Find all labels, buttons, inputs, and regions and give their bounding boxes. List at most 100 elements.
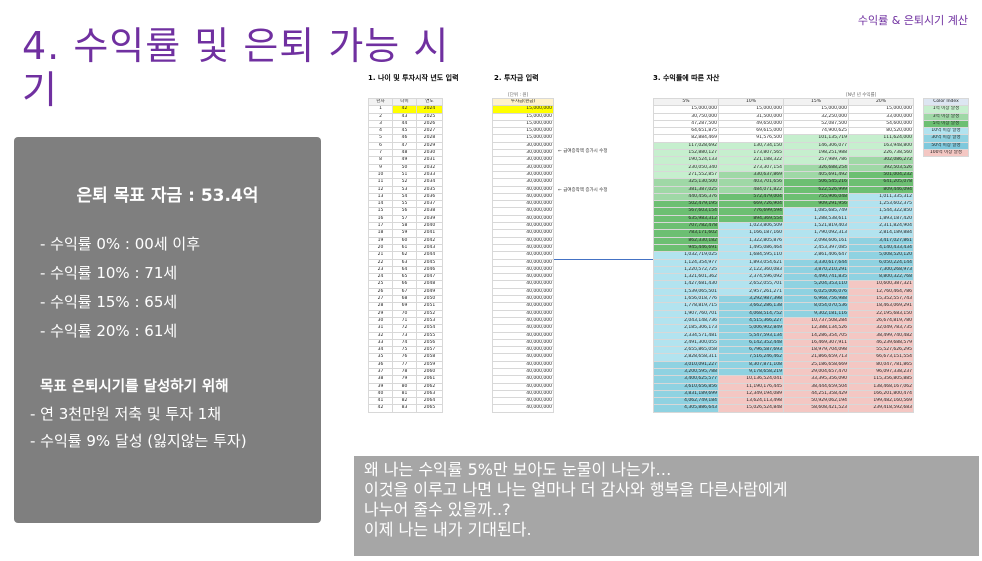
asset-cell: 152,880,127 bbox=[653, 149, 719, 158]
asset-cell: 47,287,500 bbox=[653, 119, 719, 129]
column-header: 투자금(원금) bbox=[492, 97, 554, 107]
asset-cell: 1,907,760,701 bbox=[653, 309, 719, 318]
table-cell: 2051 bbox=[416, 302, 443, 311]
table-row: 30,000,000 bbox=[492, 141, 554, 151]
table-cell: 16 bbox=[368, 214, 393, 224]
asset-cell: 501,004,232 bbox=[848, 170, 914, 180]
asset-cell: 173,807,565 bbox=[718, 149, 784, 158]
legend-title: Color Index bbox=[923, 97, 969, 107]
table-row: 40,000,000 bbox=[492, 214, 554, 224]
table-cell: 2029 bbox=[416, 141, 443, 151]
table-row: 40,000,000 bbox=[492, 360, 554, 370]
spreadsheet-screenshot: 1. 나이 및 투자시작 년도 입력 2. 투자금 입력 3. 수익률에 따른 … bbox=[368, 70, 970, 456]
table-row: 31 72 2054 bbox=[368, 324, 443, 333]
table-row: 40,000,000 bbox=[492, 258, 554, 267]
asset-cell: 2,043,148,736 bbox=[653, 316, 719, 326]
table-cell: 2034 bbox=[416, 178, 443, 187]
table-row: 42 83 2065 bbox=[368, 404, 443, 413]
table-cell: 15 bbox=[368, 207, 393, 216]
asset-cell: 1,656,018,776 bbox=[653, 294, 719, 304]
table-row: 40,000,000 bbox=[492, 367, 554, 377]
table-cell: 61 bbox=[392, 243, 417, 253]
asset-cell: 91,576,500 bbox=[718, 134, 784, 143]
table-row: 19 60 2042 bbox=[368, 236, 443, 245]
asset-cell: 8,307,871,108 bbox=[718, 360, 784, 370]
table-cell: 62 bbox=[392, 251, 417, 260]
table-row: 30,000,000 bbox=[492, 149, 554, 158]
asset-cell: 894,369,554 bbox=[718, 214, 784, 224]
principal-cell: 40,000,000 bbox=[492, 324, 554, 333]
table-cell: 2053 bbox=[416, 316, 443, 326]
principal-cell: 40,000,000 bbox=[492, 243, 554, 253]
asset-cell: 10,600,387,321 bbox=[848, 280, 914, 289]
rate-item: - 수익률 15% : 65세 bbox=[40, 293, 178, 311]
table-cell: 19 bbox=[368, 236, 393, 245]
principal-cell: 40,000,000 bbox=[492, 185, 554, 194]
table-row: 3,200,595,788 9,178,658,219 29,004,657,470… bbox=[653, 367, 914, 377]
asset-cell: 3,662,286,138 bbox=[718, 302, 784, 311]
table-row: 40,000,000 bbox=[492, 243, 554, 253]
table-cell: 48 bbox=[392, 149, 417, 158]
asset-cell: 271,552,857 bbox=[653, 170, 719, 180]
table-row: 40,000,000 bbox=[492, 389, 554, 399]
table-cell: 41 bbox=[368, 397, 393, 406]
asset-cell: 2,861,406,647 bbox=[783, 251, 849, 260]
table-row: 40,000,000 bbox=[492, 324, 554, 333]
table-row: 1,778,819,715 3,662,286,138 8,054,070,536 1… bbox=[653, 302, 914, 311]
asset-cell: 15,000,000 bbox=[783, 105, 849, 114]
table-row: 40,000,000 bbox=[492, 185, 554, 194]
asset-cell: 198,251,988 bbox=[783, 149, 849, 158]
asset-cell: 405,691,492 bbox=[783, 170, 849, 180]
asset-cell: 3,870,210,291 bbox=[783, 265, 849, 275]
table-row: 15 56 2038 bbox=[368, 207, 443, 216]
table-row: 2,185,306,173 5,006,902,849 12,388,134,526… bbox=[653, 324, 914, 333]
table-row: 40,000,000 bbox=[492, 192, 554, 202]
table-cell: 2048 bbox=[416, 280, 443, 289]
asset-cell: 1,544,322,850 bbox=[848, 207, 914, 216]
table-row: 30,000,000 bbox=[492, 178, 554, 187]
asset-cell: 302,086,272 bbox=[848, 156, 914, 165]
asset-cell: 273,307,154 bbox=[718, 163, 784, 172]
table-cell: 51 bbox=[392, 170, 417, 180]
asset-cell: 18,463,069,291 bbox=[848, 302, 914, 311]
asset-cell: 22,195,683,150 bbox=[848, 309, 914, 318]
color-index-legend: Color Index 1억 이상 달성 3억 이상 달성 5억 이상 달성 10억 … bbox=[923, 97, 969, 158]
table-cell: 2059 bbox=[416, 360, 443, 370]
principal-cell: 40,000,000 bbox=[492, 207, 554, 216]
asset-cell: 3,330,617,644 bbox=[783, 258, 849, 267]
principal-cell: 40,000,000 bbox=[492, 265, 554, 275]
table-cell: 7 bbox=[368, 149, 393, 158]
principal-cell: 40,000,000 bbox=[492, 360, 554, 370]
table-row: 1,656,018,776 3,292,987,398 6,968,756,988 1… bbox=[653, 294, 914, 304]
asset-cell: 32,250,000 bbox=[783, 112, 849, 121]
table-row: 190,524,133 221,188,322 257,989,786 302,086… bbox=[653, 156, 914, 165]
asset-cell: 2,453,397,085 bbox=[783, 243, 849, 253]
principal-cell: 40,000,000 bbox=[492, 346, 554, 355]
table-row: 15,000,000 bbox=[492, 112, 554, 121]
legend-row: 30억 이상 달성 bbox=[923, 134, 969, 143]
principal-cell: 40,000,000 bbox=[492, 302, 554, 311]
asset-cell: 7,516,246,462 bbox=[718, 353, 784, 362]
asset-cell: 1,124,354,977 bbox=[653, 258, 719, 267]
asset-cell: 669,726,904 bbox=[718, 200, 784, 209]
asset-cell: 809,446,094 bbox=[848, 185, 914, 194]
principal-cell: 40,000,000 bbox=[492, 382, 554, 391]
legend-item: 10억 이상 달성 bbox=[923, 127, 969, 136]
asset-cell: 1,539,065,501 bbox=[653, 287, 719, 297]
asset-cell: 199,482,160,569 bbox=[848, 397, 914, 406]
table-cell: 30 bbox=[368, 316, 393, 326]
asset-cell: 117,028,692 bbox=[653, 141, 719, 151]
asset-cell: 226,738,560 bbox=[848, 149, 914, 158]
asset-cell: 190,524,133 bbox=[653, 156, 719, 165]
table-cell: 77 bbox=[392, 360, 417, 370]
asset-cell: 1,495,086,464 bbox=[718, 243, 784, 253]
asset-cell: 4,305,886,643 bbox=[653, 404, 719, 413]
table-cell: 17 bbox=[368, 222, 393, 231]
table-cell: 81 bbox=[392, 389, 417, 399]
table-cell: 10 bbox=[368, 170, 393, 180]
table-row: 4 45 2027 bbox=[368, 127, 443, 136]
asset-cell: 29,004,657,470 bbox=[783, 367, 849, 377]
table-row: 567,603,154 776,699,594 1,085,685,749 1,544… bbox=[653, 207, 914, 216]
asset-cell: 74,900,625 bbox=[783, 127, 849, 136]
table-row: 24 65 2047 bbox=[368, 273, 443, 282]
